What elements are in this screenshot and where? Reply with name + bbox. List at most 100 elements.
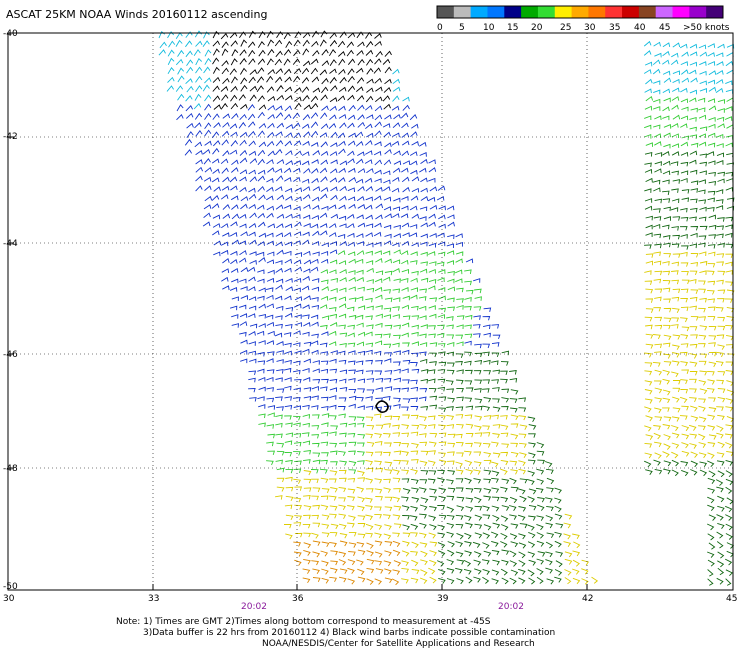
wind-barb (364, 177, 373, 183)
wind-barb (231, 239, 240, 245)
wind-barb (266, 232, 274, 238)
wind-barb (672, 114, 681, 120)
wind-barb (365, 505, 373, 511)
wind-barb (401, 268, 409, 274)
wind-barb (293, 240, 301, 245)
wind-barb (670, 59, 679, 66)
wind-barb (401, 122, 409, 129)
legend-label: 15 (507, 23, 518, 33)
wind-barb (275, 50, 283, 58)
wind-barb (662, 407, 670, 412)
wind-barb (644, 425, 652, 432)
wind-barb (230, 258, 238, 265)
wind-barb (249, 259, 257, 265)
wind-barb (392, 342, 400, 348)
wind-barb (239, 250, 247, 256)
wind-barb (707, 43, 716, 48)
wind-barb (698, 189, 706, 195)
wind-barb (455, 258, 463, 264)
legend-swatch (453, 6, 472, 18)
wind-barb (383, 87, 392, 93)
wind-barb (717, 388, 726, 393)
wind-barb (725, 270, 734, 275)
wind-barb (519, 478, 528, 484)
wind-barb (276, 84, 284, 92)
wind-barb (410, 450, 419, 455)
wind-barb (400, 112, 409, 119)
wind-barb (302, 231, 310, 237)
map-title: ASCAT 25KM NOAA Winds 20160112 ascending (6, 8, 268, 21)
wind-barb (437, 542, 446, 549)
wind-barb (689, 388, 697, 393)
wind-barb (221, 139, 229, 146)
wind-barb (365, 223, 374, 229)
wind-barb (239, 113, 247, 121)
wind-barb (348, 531, 357, 537)
wind-barb (294, 303, 302, 309)
wind-barb (266, 303, 274, 308)
wind-barb (365, 186, 374, 192)
wind-barb (393, 233, 401, 238)
wind-barb (248, 276, 256, 282)
wind-barb (312, 414, 320, 419)
wind-barb (186, 122, 194, 129)
wind-barb (312, 487, 321, 493)
wind-barb (581, 568, 589, 575)
wind-barb (707, 370, 715, 376)
wind-barb (438, 214, 446, 220)
wind-barb (402, 232, 410, 237)
wind-barb (644, 380, 653, 386)
wind-barb (420, 369, 429, 374)
wind-barb (229, 305, 238, 311)
wind-barb (679, 415, 688, 420)
wind-barb (240, 84, 248, 92)
wind-barb (653, 334, 661, 340)
wind-barb (708, 326, 717, 331)
wind-barb (239, 304, 247, 310)
wind-barb (400, 213, 409, 219)
wind-barb (662, 150, 670, 156)
wind-barb (375, 313, 383, 319)
wind-barb (276, 467, 285, 473)
legend-label: 25 (560, 23, 571, 33)
wind-barb (294, 31, 302, 39)
wind-barb (427, 415, 436, 420)
wind-barb (438, 432, 447, 438)
wind-barb (473, 559, 482, 566)
wind-barb (384, 469, 393, 475)
wind-barb (663, 235, 671, 240)
wind-barb (258, 221, 266, 228)
wind-barb (410, 414, 419, 420)
wind-barb (285, 306, 294, 312)
wind-barb (195, 149, 203, 156)
wind-barb (311, 76, 320, 83)
wind-barb (716, 52, 724, 58)
wind-barb (645, 324, 653, 330)
wind-barb (365, 342, 374, 348)
wind-barb (528, 452, 536, 459)
wind-barb (446, 260, 455, 265)
wind-barb (339, 576, 347, 583)
wind-barb (384, 114, 392, 120)
wind-barb (301, 160, 310, 166)
wind-barb (653, 98, 661, 104)
wind-barb (428, 450, 436, 455)
wind-barb (447, 271, 455, 276)
wind-barb (446, 479, 454, 485)
wind-barb (411, 368, 420, 374)
wind-barb (257, 204, 265, 210)
wind-barb (645, 177, 653, 183)
wind-barb (501, 350, 510, 356)
wind-barb (644, 280, 653, 286)
wind-barb (654, 324, 663, 330)
wind-barb (437, 505, 445, 510)
wind-barb (312, 577, 321, 582)
wind-barb (303, 542, 312, 549)
wind-barb (383, 487, 392, 493)
wind-barb (320, 193, 328, 200)
wind-barb (212, 40, 220, 47)
wind-barb (644, 152, 653, 157)
wind-barb (357, 451, 365, 456)
wind-barb (346, 41, 354, 48)
wind-barb (428, 242, 437, 248)
